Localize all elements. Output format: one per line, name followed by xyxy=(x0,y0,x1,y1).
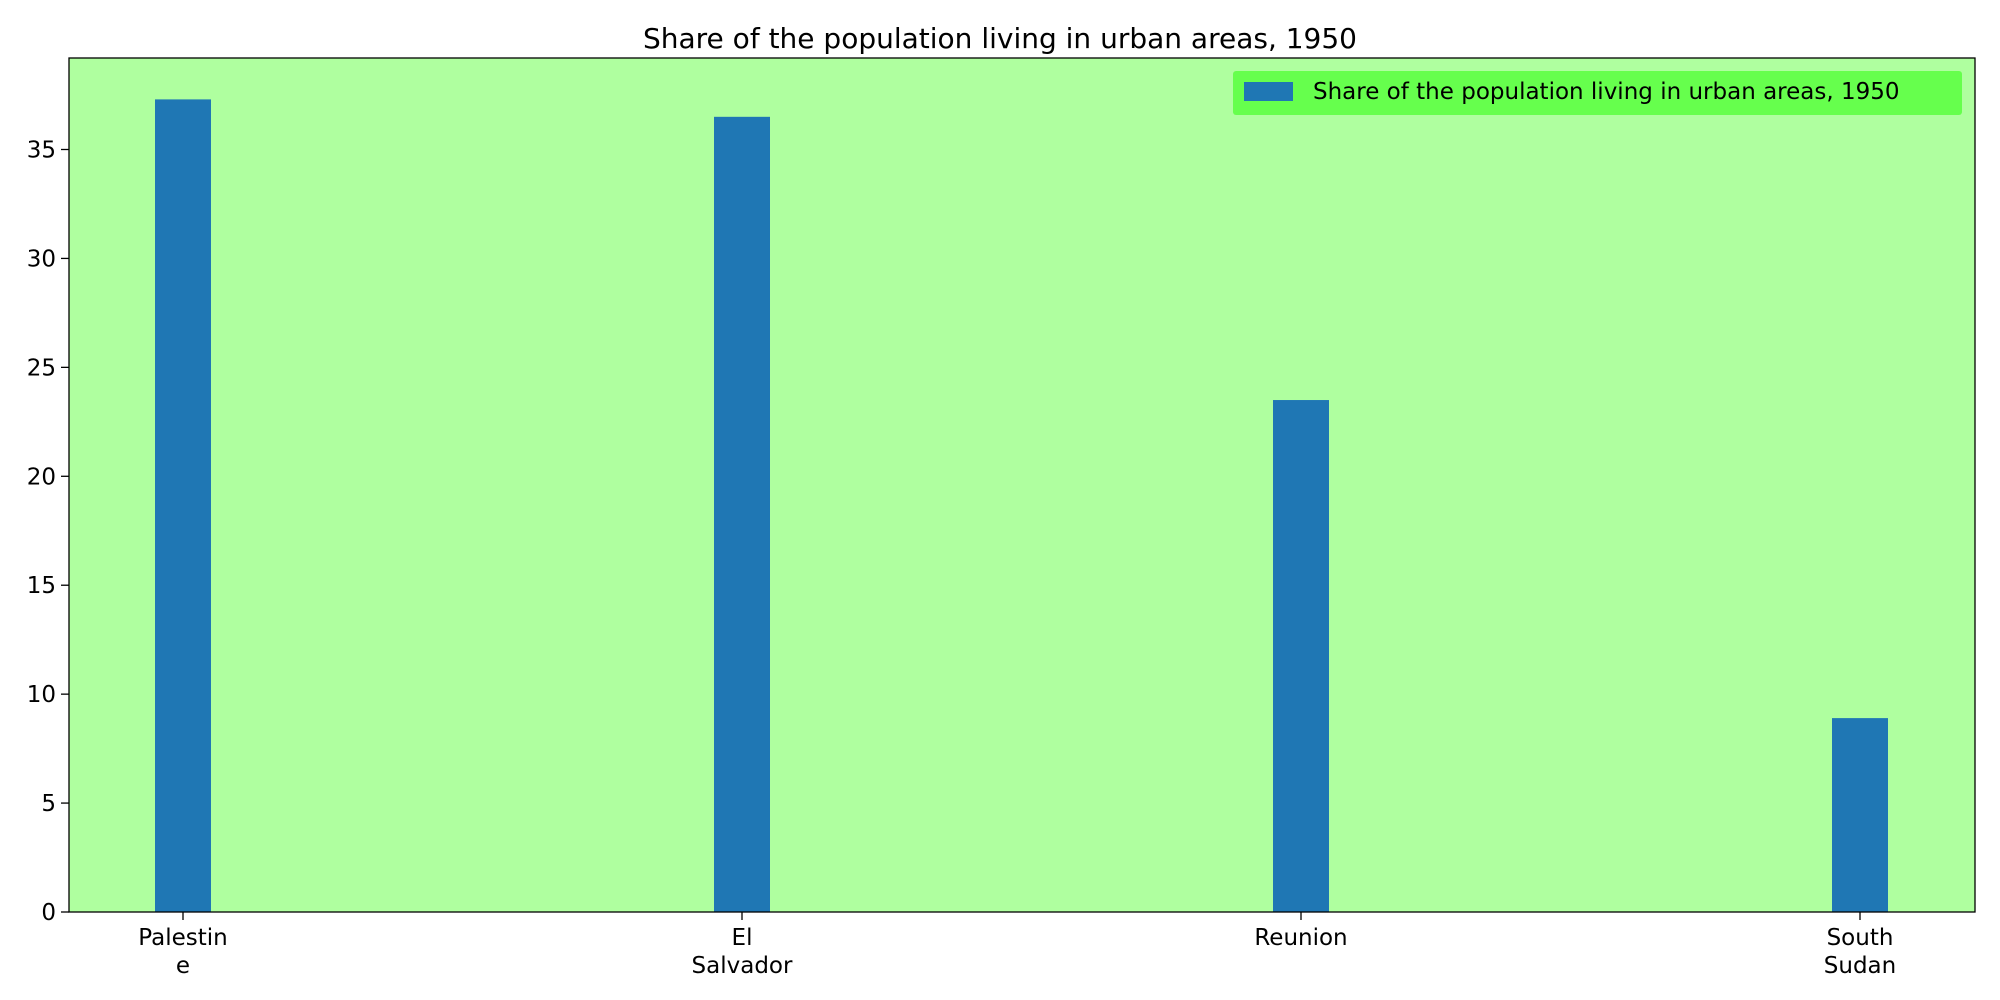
x-tick-label: Reunion xyxy=(1254,925,1347,951)
x-tick-label: El Salvador xyxy=(692,925,793,979)
legend: Share of the population living in urban … xyxy=(1233,71,1962,115)
x-tick-label: Palestin e xyxy=(138,925,227,979)
bars-group xyxy=(155,99,1888,913)
chart-title: Share of the population living in urban … xyxy=(643,22,1357,55)
y-tick-label: 5 xyxy=(41,791,56,817)
legend-box xyxy=(1233,71,1962,115)
plot-frame xyxy=(68,57,1976,913)
x-tick-label: South Sudan xyxy=(1824,925,1896,979)
y-tick-label: 30 xyxy=(27,246,56,272)
legend-swatch xyxy=(1244,82,1293,101)
bar-0 xyxy=(155,99,211,912)
y-tick-label: 0 xyxy=(41,900,56,926)
legend-label: Share of the population living in urban … xyxy=(1313,79,1900,105)
y-tick-label: 15 xyxy=(27,573,56,599)
x-axis: Palestin e El Salvador Reunion South Sudan xyxy=(138,912,1896,979)
bar-3 xyxy=(1832,718,1888,912)
y-tick-label: 35 xyxy=(27,138,56,164)
y-axis: 0 5 10 15 20 25 30 35 xyxy=(27,138,69,926)
bar-2 xyxy=(1273,400,1329,912)
y-tick-label: 10 xyxy=(27,682,56,708)
y-tick-label: 25 xyxy=(27,355,56,381)
y-tick-label: 20 xyxy=(27,464,56,490)
plot-area xyxy=(69,58,1975,912)
bar-1 xyxy=(714,116,770,913)
